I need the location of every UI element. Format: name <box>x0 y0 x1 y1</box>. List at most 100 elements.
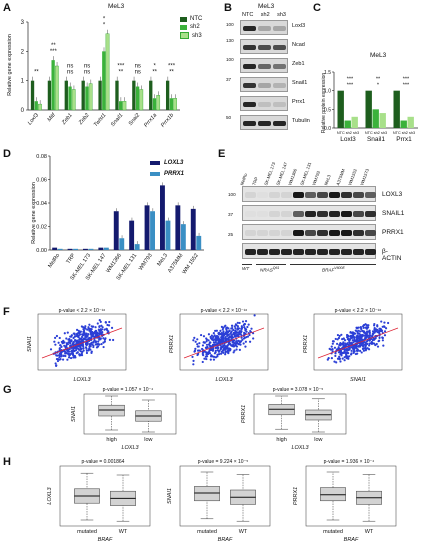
a-bar <box>38 103 42 111</box>
scatter-point <box>65 343 68 346</box>
scatter-point <box>220 325 223 328</box>
scatter-point <box>253 314 256 317</box>
scatter-point <box>376 331 379 334</box>
a-significance: *** <box>50 49 58 55</box>
blot-e-band <box>341 211 352 217</box>
lane-label-ntc: NTC <box>242 12 254 18</box>
scatter-point <box>235 340 238 343</box>
d-ytick-label: 0.08 <box>36 154 47 160</box>
d-bar <box>180 224 186 250</box>
scatter-point <box>78 341 81 344</box>
d-bar <box>119 238 125 250</box>
scatter-point <box>238 348 241 351</box>
a-xtick-label: Loxl3 <box>27 112 41 127</box>
scatter-point <box>364 344 367 347</box>
c-xtick-label: Snail1 <box>367 136 385 143</box>
d-bar <box>73 248 78 250</box>
scatter-point <box>224 348 227 351</box>
blot-e-band <box>329 192 340 198</box>
d-bar <box>113 211 119 250</box>
scatter-point <box>359 330 362 333</box>
scatter-point <box>380 320 383 323</box>
marker-e-37: 37 <box>228 212 234 217</box>
scatter-point <box>240 326 244 329</box>
scatter-point <box>79 347 82 351</box>
scatter-point <box>368 344 371 347</box>
a-bar <box>88 83 93 111</box>
d-bar <box>98 247 104 250</box>
a-xtick-label: Zeb2 <box>77 112 90 126</box>
panel-letter-h: H <box>3 456 11 468</box>
box-plot: p-value = 3.078 × 10⁻⁵ high low LOXL3 PRRX1 <box>241 387 347 451</box>
blot-band <box>243 121 256 126</box>
scatter-point <box>97 345 100 348</box>
scatter-point <box>221 340 224 343</box>
scatter-point <box>336 348 339 351</box>
scatter-point <box>95 329 98 333</box>
scatter-plot: p-value < 2.2 × 10⁻¹⁶R = 0.45LOXL3PRRX1 <box>169 308 269 383</box>
a-bar <box>165 80 170 110</box>
scatter-point <box>232 351 235 354</box>
a-significance: ns <box>135 64 141 70</box>
scatter-point <box>227 337 230 341</box>
blot-e-band <box>365 230 376 236</box>
scatter-point <box>66 358 69 361</box>
scatter-point <box>205 351 208 354</box>
scatter-point <box>346 342 349 345</box>
scatter-point <box>252 337 255 340</box>
scatter-point <box>241 338 244 341</box>
lane-label-e: WM1552 <box>347 168 358 186</box>
scatter-point <box>367 326 370 329</box>
scatter-point <box>54 343 57 346</box>
scatter-point <box>221 349 225 352</box>
scatter-point <box>55 334 59 338</box>
scatter-point <box>350 352 353 355</box>
a-bar <box>156 95 161 111</box>
scatter-point <box>199 333 203 337</box>
scatter-point <box>196 343 199 346</box>
scatter-point <box>349 335 352 338</box>
scatter-point <box>81 350 84 354</box>
a-significance: * <box>103 23 106 29</box>
scatter-point <box>381 336 384 339</box>
scatter-point <box>219 329 222 332</box>
scatter-point <box>196 338 199 341</box>
scatter-point <box>205 357 208 361</box>
scatter-pvalue: p-value < 2.2 × 10⁻¹⁶ <box>59 308 106 314</box>
marker-50: 50 <box>226 115 232 120</box>
blot-e-strip <box>242 186 376 202</box>
a-significance: ** <box>152 70 157 76</box>
scatter-point <box>384 327 388 330</box>
blot-band <box>258 83 271 88</box>
scatter-point <box>353 332 357 335</box>
scatter-point <box>338 334 341 338</box>
lane-label-e: WM793 <box>311 170 322 186</box>
c-bar <box>337 90 344 128</box>
a-bar <box>64 80 68 110</box>
a-bar <box>119 101 123 110</box>
blot-e-band <box>281 230 292 236</box>
a-bar <box>102 51 106 110</box>
scatter-point <box>66 331 69 334</box>
a-bar <box>34 101 38 110</box>
scatter-point <box>338 343 341 347</box>
box-frame <box>83 393 177 435</box>
a-significance: ** <box>119 70 124 76</box>
scatter-point <box>103 328 106 331</box>
blot-e-band <box>305 249 316 255</box>
d-ytick-label: 0.06 <box>36 178 47 184</box>
scatter-point <box>100 328 104 331</box>
scatter-point <box>112 338 115 342</box>
scatter-point <box>358 349 362 352</box>
scatter-point <box>357 344 360 348</box>
box-pvalue: p-value = 0.001864 <box>82 459 125 465</box>
scatter-point <box>69 356 73 360</box>
box-group-label: mutated <box>197 529 217 535</box>
blot-e-band <box>245 249 256 255</box>
blot-e-band <box>341 249 352 255</box>
scatter-point <box>378 327 381 330</box>
scatter-point <box>218 332 221 336</box>
box-group-label: WT <box>365 529 374 535</box>
c-bar <box>365 90 372 128</box>
scatter-point <box>90 335 93 338</box>
